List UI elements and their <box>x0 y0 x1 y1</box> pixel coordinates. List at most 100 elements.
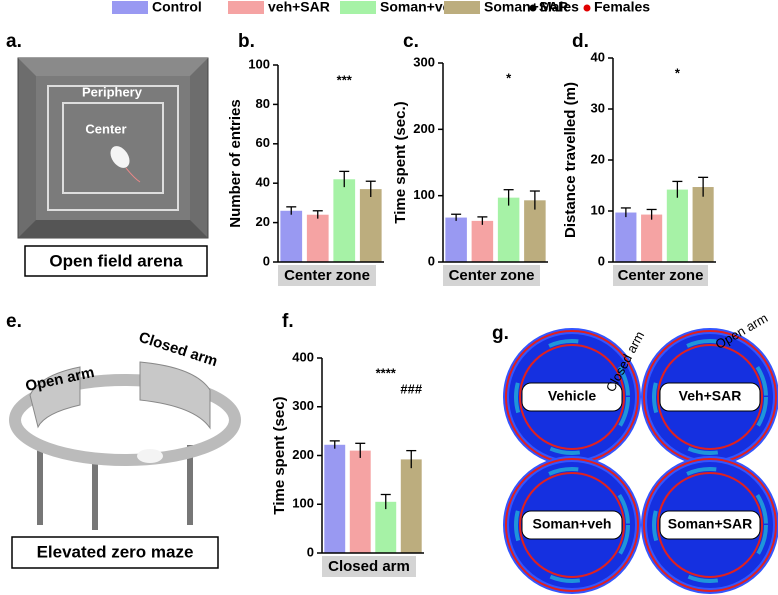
panel-letter: f. <box>282 311 294 332</box>
x-label-box <box>443 265 540 286</box>
heatmap-track <box>652 467 768 583</box>
x-label-box <box>322 556 416 577</box>
bar <box>349 450 371 553</box>
bar <box>497 197 520 262</box>
bar <box>471 220 494 262</box>
legend-marker <box>529 4 537 12</box>
caption-box <box>24 245 208 277</box>
x-axis-label: Center zone <box>449 267 535 284</box>
y-tick-label: 40 <box>591 49 605 64</box>
panel-letter: g. <box>492 323 509 344</box>
caption: Elevated zero maze <box>37 542 194 561</box>
y-axis-label: Number of entries <box>227 99 244 227</box>
maze-wall <box>139 361 211 430</box>
y-tick-label: 200 <box>413 121 435 136</box>
error-bar <box>406 449 417 469</box>
bar <box>666 189 688 262</box>
legend-swatch <box>340 1 376 14</box>
heatmap-label-box <box>659 510 761 540</box>
y-tick-label: 10 <box>591 202 605 217</box>
error-bar <box>286 206 297 215</box>
error-bar <box>646 208 657 220</box>
mouse-tail <box>125 167 141 183</box>
y-tick-label: 100 <box>413 187 435 202</box>
heatmap-label: Soman+veh <box>533 516 612 532</box>
x-label-box <box>278 265 376 286</box>
arena-wall <box>18 58 208 76</box>
open-field-illustration: Periphery Center Open field arena <box>17 57 209 277</box>
arm-ring <box>657 344 763 450</box>
panel-letter: a. <box>6 31 22 52</box>
bar <box>333 179 356 262</box>
y-tick-label: 100 <box>292 496 314 511</box>
legend-swatch <box>228 1 264 14</box>
legend-label: Females <box>594 0 650 15</box>
error-bar <box>355 442 366 458</box>
x-label-box <box>613 265 708 286</box>
bar <box>641 214 663 262</box>
legend-swatch <box>444 1 480 14</box>
legend-label: Males <box>540 0 579 15</box>
y-tick-label: 100 <box>248 56 270 71</box>
error-bar <box>529 190 540 210</box>
y-axis-label: Time spent (sec) <box>271 396 288 514</box>
arm-ring <box>657 472 763 578</box>
arm-ring <box>519 344 625 450</box>
center-label: Center <box>85 121 126 136</box>
legend-marker <box>583 4 591 12</box>
heatmap-label: Veh+SAR <box>679 388 742 404</box>
y-tick-label: 40 <box>256 175 270 190</box>
error-bar <box>312 210 323 219</box>
y-axis-label: Distance travelled (m) <box>562 82 579 238</box>
caption: Open field arena <box>49 251 183 270</box>
y-tick-label: 30 <box>591 100 605 115</box>
bar <box>524 200 546 262</box>
error-bar <box>620 207 631 218</box>
error-bar <box>503 189 514 206</box>
error-bar <box>451 213 462 221</box>
maze-ring <box>9 374 241 466</box>
y-axis-label: Time spent (sec.) <box>392 101 409 223</box>
panel-letter: d. <box>572 31 589 52</box>
y-tick-label: 300 <box>292 398 314 413</box>
x-axis-label: Center zone <box>618 267 704 284</box>
y-tick-label: 0 <box>428 253 435 268</box>
mouse <box>110 146 130 168</box>
bar <box>692 187 714 262</box>
y-tick-label: 200 <box>292 447 314 462</box>
arm-ring <box>505 458 639 592</box>
significance: ### <box>400 381 422 396</box>
heatmap-track <box>514 339 630 455</box>
error-bar <box>339 170 350 188</box>
y-tick-label: 300 <box>413 54 435 69</box>
zero-maze-illustration: Open arm Closed arm Elevated zero maze <box>9 329 241 569</box>
panel-letter: b. <box>238 31 255 52</box>
heatmap-label-box <box>521 510 623 540</box>
mouse <box>137 449 163 463</box>
bar <box>359 189 382 262</box>
significance: **** <box>376 365 397 380</box>
caption-box <box>11 536 219 569</box>
error-bar <box>672 180 683 198</box>
arm-ring <box>519 472 625 578</box>
y-tick-label: 20 <box>591 151 605 166</box>
periphery-label: Periphery <box>82 84 143 99</box>
bar <box>375 501 397 553</box>
significance: * <box>675 65 681 80</box>
heatmap-label: Soman+SAR <box>668 516 752 532</box>
bar <box>400 459 422 553</box>
y-tick-label: 80 <box>256 96 270 111</box>
bar <box>306 214 329 262</box>
error-bar <box>365 180 376 197</box>
periphery-line <box>47 85 179 211</box>
heatmap-label-box <box>521 382 623 412</box>
x-axis-label: Closed arm <box>328 558 410 575</box>
x-axis-label: Center zone <box>284 267 370 284</box>
heatmap-track <box>652 339 768 455</box>
y-tick-label: 400 <box>292 349 314 364</box>
error-bar <box>698 176 709 197</box>
bar <box>445 217 467 262</box>
y-tick-label: 0 <box>598 253 605 268</box>
legend-swatch <box>112 1 148 14</box>
